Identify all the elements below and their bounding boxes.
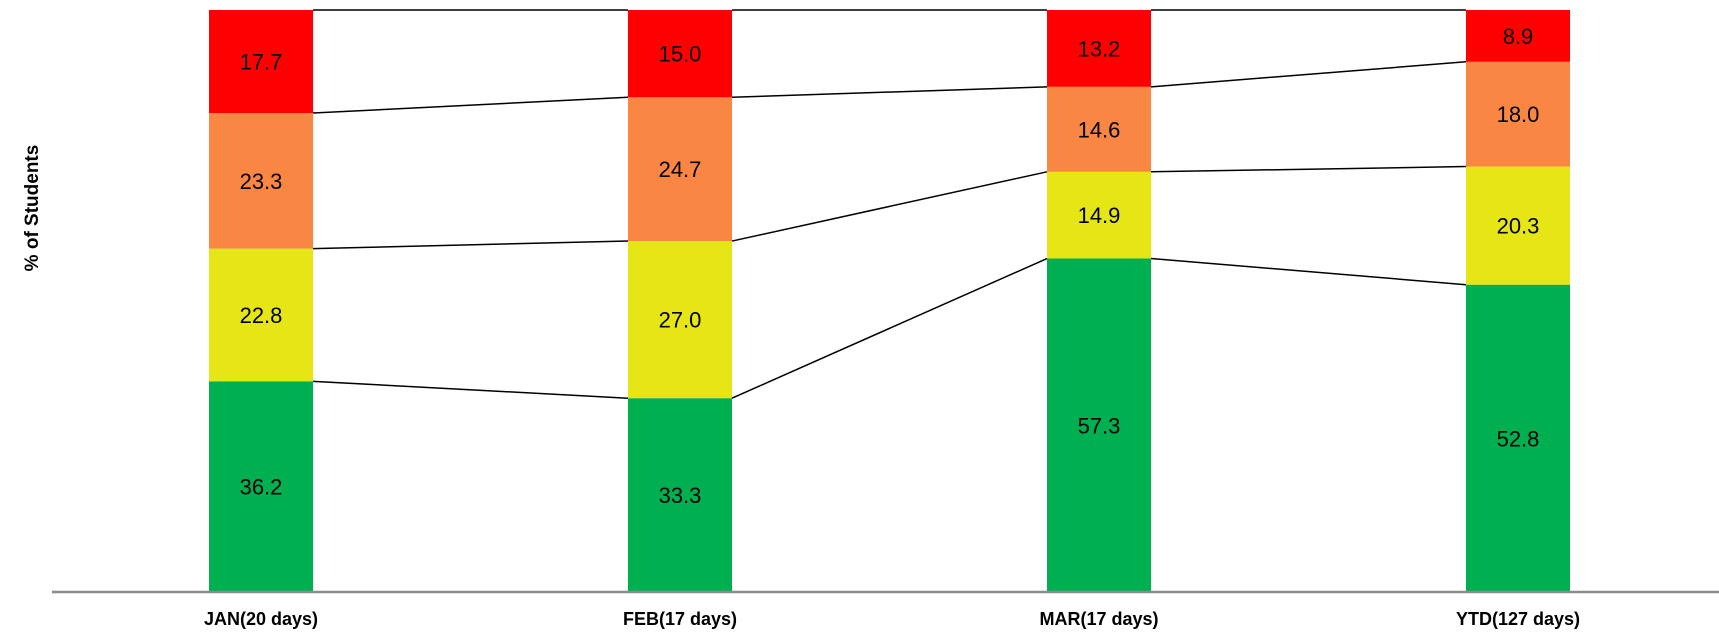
data-label-1-0: 22.8 bbox=[240, 303, 283, 328]
connector-line-3-0 bbox=[312, 96, 629, 114]
x-tick-label: MAR(17 days) bbox=[1039, 609, 1158, 629]
bar-segment-3-3 bbox=[1466, 10, 1570, 62]
data-label-2-0: 23.3 bbox=[240, 169, 283, 194]
bar-segment-1-1 bbox=[628, 241, 732, 399]
bar-segment-0-3 bbox=[1466, 284, 1570, 592]
data-label-3-2: 13.2 bbox=[1078, 36, 1121, 61]
bar-segment-1-3 bbox=[1466, 166, 1570, 285]
x-tick-label: JAN(20 days) bbox=[204, 609, 318, 629]
data-label-2-2: 14.6 bbox=[1078, 117, 1121, 142]
data-label-1-1: 27.0 bbox=[659, 308, 702, 333]
bar-segment-2-3 bbox=[1466, 61, 1570, 167]
data-label-3-1: 15.0 bbox=[659, 42, 702, 67]
bar-segment-0-2 bbox=[1047, 258, 1151, 592]
data-label-2-3: 18.0 bbox=[1497, 102, 1540, 127]
bar-segment-1-2 bbox=[1047, 171, 1151, 259]
data-label-2-1: 24.7 bbox=[659, 157, 702, 182]
connector-line-2-1 bbox=[731, 171, 1048, 242]
data-label-3-0: 17.7 bbox=[240, 50, 283, 75]
bar-segment-3-2 bbox=[1047, 10, 1151, 87]
connector-line-1-0 bbox=[312, 380, 629, 399]
bar-segment-3-0 bbox=[209, 10, 313, 114]
bar-segment-2-1 bbox=[628, 97, 732, 242]
bar-segment-0-1 bbox=[628, 398, 732, 592]
data-label-0-2: 57.3 bbox=[1078, 413, 1121, 438]
data-label-0-0: 36.2 bbox=[240, 475, 283, 500]
data-label-3-3: 8.9 bbox=[1503, 24, 1534, 49]
connector-line-1-2 bbox=[1150, 257, 1467, 286]
bar-segment-2-0 bbox=[209, 113, 313, 249]
connector-line-2-0 bbox=[312, 240, 629, 250]
x-tick-label: YTD(127 days) bbox=[1456, 609, 1580, 629]
data-label-1-2: 14.9 bbox=[1078, 203, 1121, 228]
connector-line-2-2 bbox=[1150, 165, 1467, 173]
connector-line-1-1 bbox=[731, 257, 1048, 399]
data-label-1-3: 20.3 bbox=[1497, 214, 1540, 239]
bar-segment-2-2 bbox=[1047, 86, 1151, 172]
data-label-0-3: 52.8 bbox=[1497, 426, 1540, 451]
bar-segment-0-0 bbox=[209, 381, 313, 592]
connector-line-3-1 bbox=[731, 86, 1048, 99]
bar-segment-3-1 bbox=[628, 10, 732, 98]
x-tick-label: FEB(17 days) bbox=[623, 609, 737, 629]
data-label-0-1: 33.3 bbox=[659, 483, 702, 508]
bar-segment-1-0 bbox=[209, 248, 313, 382]
y-axis-label: % of Students bbox=[22, 144, 43, 272]
connector-line-3-2 bbox=[1150, 61, 1467, 88]
